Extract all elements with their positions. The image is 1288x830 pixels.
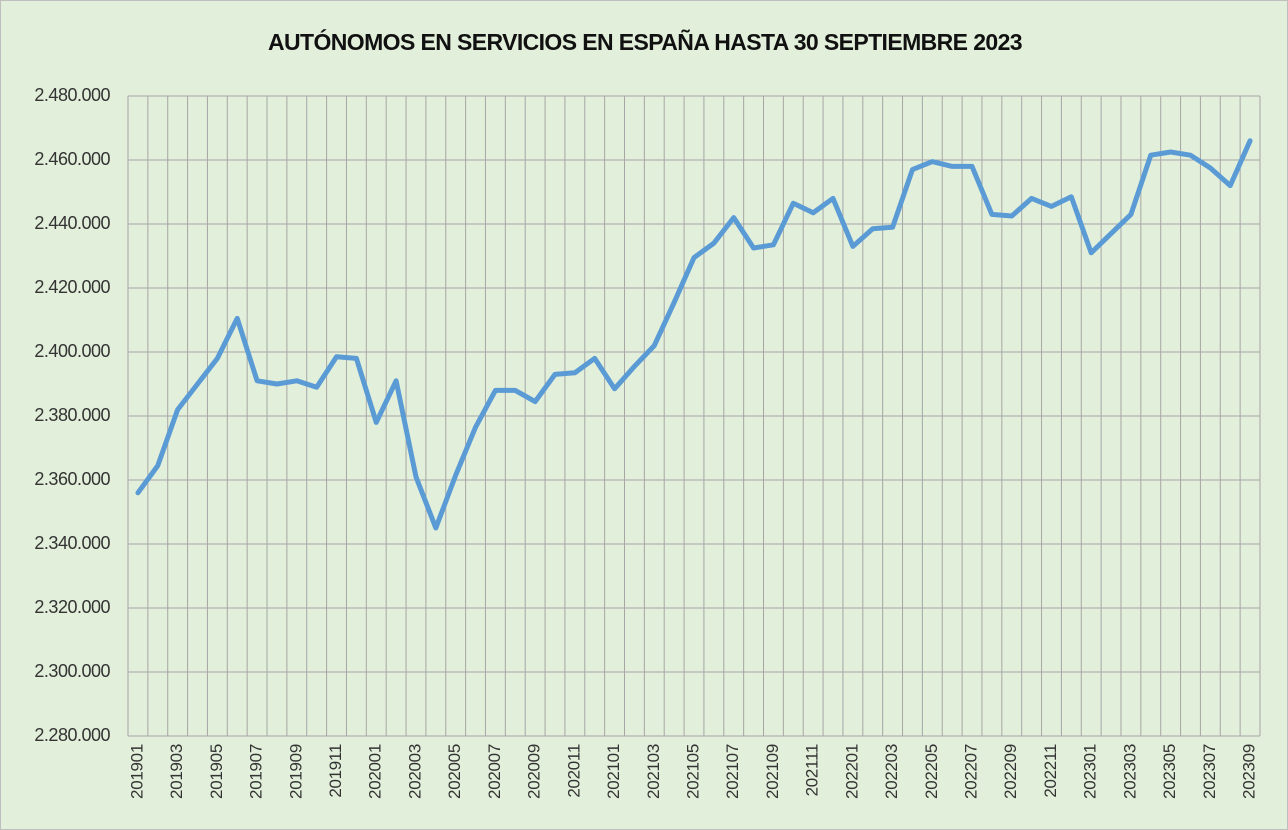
x-tick-label: 201907	[247, 744, 266, 799]
y-tick-label: 2.400.000	[34, 341, 110, 361]
x-tick-label: 202203	[882, 744, 901, 799]
y-tick-label: 2.420.000	[34, 277, 110, 297]
x-tick-label: 202105	[683, 744, 702, 799]
x-tick-label: 202109	[763, 744, 782, 799]
y-tick-label: 2.460.000	[34, 149, 110, 169]
y-tick-label: 2.280.000	[34, 725, 110, 745]
x-tick-label: 201911	[326, 744, 345, 798]
x-tick-label: 202009	[525, 744, 544, 799]
x-tick-label: 202011	[564, 744, 583, 798]
x-tick-label: 202201	[842, 744, 861, 799]
x-tick-label: 202205	[922, 744, 941, 799]
x-tick-label: 201901	[127, 744, 146, 799]
chart-title: AUTÓNOMOS EN SERVICIOS EN ESPAÑA HASTA 3…	[268, 28, 1022, 55]
x-tick-label: 201903	[167, 744, 186, 799]
x-tick-label: 201905	[207, 744, 226, 799]
x-tick-label: 202101	[604, 744, 623, 799]
x-tick-label: 202303	[1120, 744, 1139, 799]
x-tick-label: 202209	[1001, 744, 1020, 799]
y-tick-label: 2.300.000	[34, 661, 110, 681]
x-tick-label: 202107	[723, 744, 742, 799]
x-tick-label: 202003	[405, 744, 424, 799]
x-tick-label: 202103	[644, 744, 663, 799]
x-tick-label: 201909	[286, 744, 305, 799]
y-tick-label: 2.360.000	[34, 469, 110, 489]
x-tick-label: 202305	[1160, 744, 1179, 799]
x-tick-label: 202005	[445, 744, 464, 799]
x-tick-label: 202301	[1081, 744, 1100, 799]
x-tick-label: 202309	[1240, 744, 1259, 799]
x-tick-label: 202307	[1200, 744, 1219, 799]
x-tick-label: 202207	[962, 744, 981, 799]
y-tick-label: 2.480.000	[34, 85, 110, 105]
y-tick-label: 2.440.000	[34, 213, 110, 233]
x-tick-label: 202001	[366, 744, 385, 799]
x-tick-label: 202111	[803, 744, 822, 796]
x-tick-label: 202211	[1041, 744, 1060, 798]
y-tick-label: 2.320.000	[34, 597, 110, 617]
y-tick-label: 2.340.000	[34, 533, 110, 553]
y-tick-label: 2.380.000	[34, 405, 110, 425]
data-line	[135, 138, 1253, 531]
x-tick-label: 202007	[485, 744, 504, 799]
